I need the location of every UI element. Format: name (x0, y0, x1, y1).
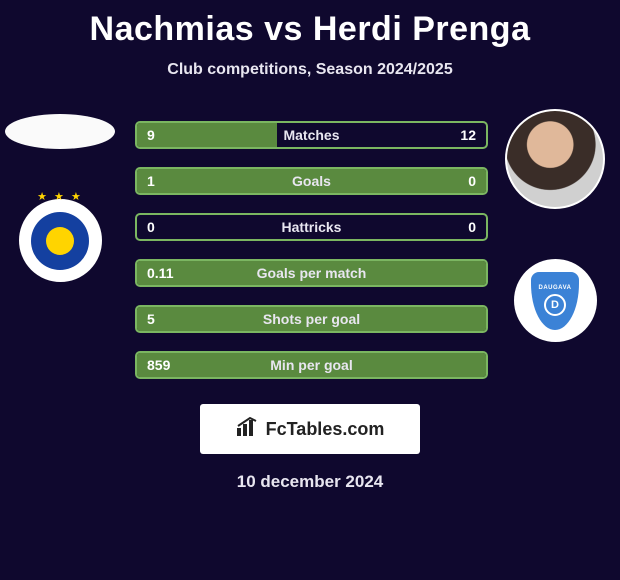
club-left-inner-circle (31, 212, 89, 270)
player-right-avatar (505, 109, 605, 209)
stat-label: Goals per match (257, 265, 367, 281)
stat-label: Goals (292, 173, 331, 189)
page-title: Nachmias vs Herdi Prenga (0, 0, 620, 49)
stats-bars: 9 Matches 12 1 Goals 0 0 Hattricks 0 0.11 Goals pe… (135, 121, 488, 379)
stat-row: 1 Goals 0 (135, 167, 488, 195)
stat-left-value: 0.11 (147, 265, 173, 281)
stat-row: 859 Min per goal (135, 351, 488, 379)
stat-row: 0.11 Goals per match (135, 259, 488, 287)
club-right-badge: DAUGAVA D (514, 259, 597, 342)
star-icon: ★ ★ ★ (37, 190, 83, 203)
player-right-column: DAUGAVA D (500, 109, 610, 342)
stat-row: 5 Shots per goal (135, 305, 488, 333)
stat-label: Min per goal (270, 357, 352, 373)
stat-label: Matches (283, 127, 339, 143)
comparison-area: ★ ★ ★ DAUGAVA D 9 Matches 12 1 Goals 0 0 Hattri… (0, 109, 620, 389)
shield-icon: DAUGAVA D (531, 272, 579, 330)
subtitle: Club competitions, Season 2024/2025 (0, 61, 620, 79)
stat-right-value: 0 (468, 173, 476, 189)
stat-left-value: 9 (147, 127, 155, 143)
stat-right-value: 0 (468, 219, 476, 235)
stat-label: Hattricks (282, 219, 342, 235)
chart-icon (236, 416, 260, 442)
stat-label: Shots per goal (263, 311, 360, 327)
stat-left-value: 859 (147, 357, 170, 373)
stat-left-value: 0 (147, 219, 155, 235)
stat-row: 0 Hattricks 0 (135, 213, 488, 241)
club-left-badge: ★ ★ ★ (19, 199, 102, 282)
club-right-letter: D (544, 294, 566, 316)
stat-left-value: 5 (147, 311, 155, 327)
date-text: 10 december 2024 (0, 472, 620, 492)
stat-right-value: 12 (460, 127, 476, 143)
player-left-avatar (5, 114, 115, 149)
player-left-column: ★ ★ ★ (5, 109, 115, 282)
brand-box: FcTables.com (200, 404, 420, 454)
stat-row: 9 Matches 12 (135, 121, 488, 149)
club-right-name: DAUGAVA (539, 285, 572, 291)
stat-left-value: 1 (147, 173, 155, 189)
stat-fill (137, 123, 277, 147)
brand-text: FcTables.com (266, 419, 385, 440)
